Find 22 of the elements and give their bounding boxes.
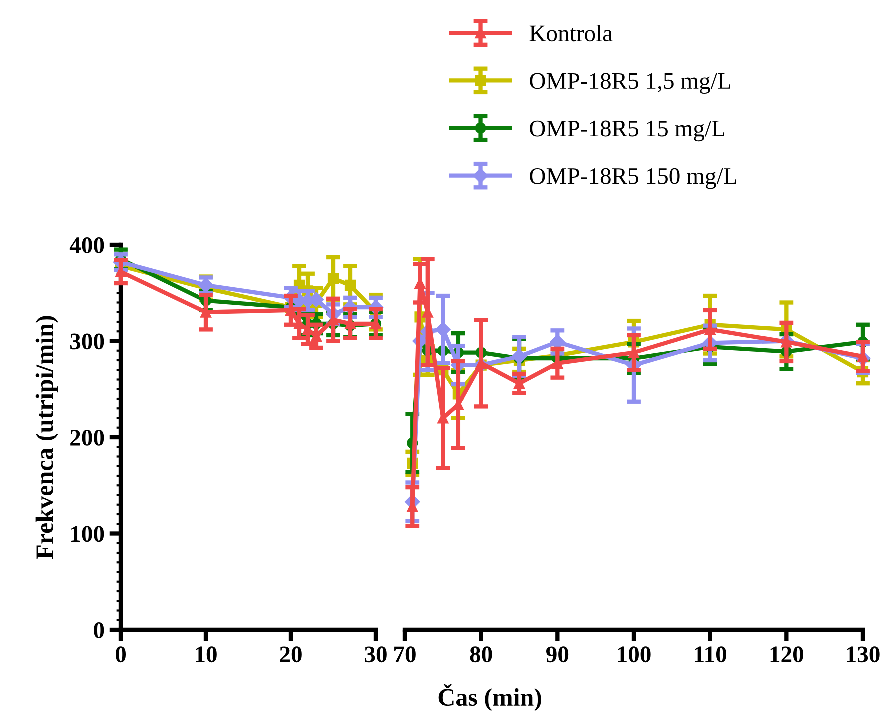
legend-label: OMP-18R5 150 mg/L	[530, 168, 736, 190]
x-tick-label: 110	[695, 646, 726, 663]
x-tick-label: 70	[394, 646, 416, 663]
y-axis-title: Frekvenca (utripi/min)	[36, 316, 58, 560]
x-tick-label: 130	[847, 646, 880, 663]
x-tick-label: 0	[116, 646, 126, 663]
x-tick-label: 30	[365, 646, 387, 663]
x-tick-label: 20	[280, 646, 302, 663]
x-tick-label: 100	[618, 646, 651, 663]
y-tick-label: 0	[94, 622, 104, 638]
y-tick-label: 400	[70, 237, 104, 254]
legend-label: OMP-18R5 1,5 mg/L	[530, 73, 730, 94]
legend-label: OMP-18R5 15 mg/L	[530, 120, 725, 142]
x-tick-label: 80	[470, 646, 492, 663]
y-tick-label: 300	[70, 334, 104, 350]
y-tick-label: 200	[70, 430, 104, 446]
x-tick-label: 90	[546, 646, 569, 663]
legend-label: Kontrola	[530, 25, 613, 42]
x-axis-title: Čas (min)	[438, 684, 542, 712]
y-tick-label: 100	[72, 526, 104, 542]
x-tick-label: 10	[196, 646, 217, 663]
x-tick-label: 120	[770, 646, 804, 663]
